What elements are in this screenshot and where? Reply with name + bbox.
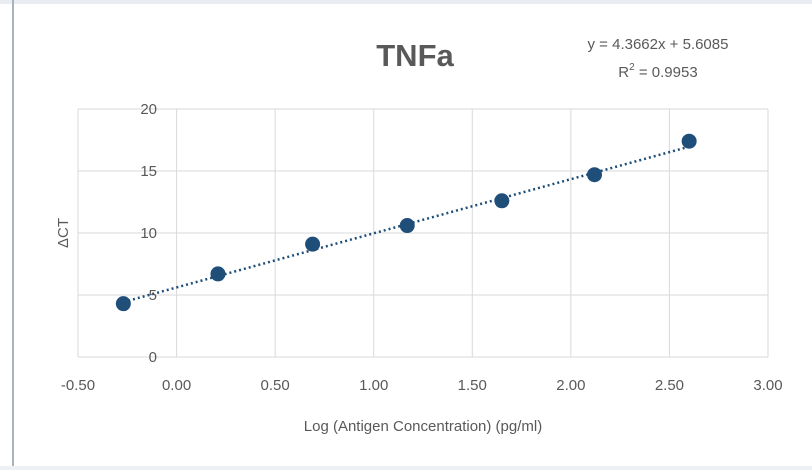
x-tick-label: 1.00 <box>359 377 388 394</box>
y-axis-label: ΔCT <box>55 218 72 248</box>
x-tick-label: -0.50 <box>61 377 95 394</box>
y-tick-label: 0 <box>149 349 157 366</box>
y-tick-label: 5 <box>149 287 157 304</box>
x-tick-labels: -0.50 0.00 0.50 1.00 1.50 2.00 2.50 3.00 <box>61 377 783 394</box>
y-tick-label: 15 <box>140 163 157 180</box>
frame-left-border <box>12 0 14 470</box>
x-tick-label: 1.50 <box>458 377 487 394</box>
data-point <box>587 167 603 183</box>
x-tick-label: 2.50 <box>655 377 684 394</box>
frame-top-border <box>0 0 812 4</box>
x-axis-label: Log (Antigen Concentration) (pg/ml) <box>304 418 542 435</box>
data-point <box>399 218 415 234</box>
y-tick-labels: 0 5 10 15 20 <box>140 101 157 366</box>
trendline-r-squared: R2 = 0.9953 <box>618 62 697 81</box>
y-tick-label: 20 <box>140 101 157 118</box>
frame-bottom-border <box>0 466 812 470</box>
r-squared-value: = 0.9953 <box>635 64 698 81</box>
data-point <box>210 266 226 282</box>
data-points <box>115 133 697 312</box>
r-squared-prefix: R <box>618 64 629 81</box>
x-tick-label: 2.00 <box>556 377 585 394</box>
x-tick-label: 0.50 <box>261 377 290 394</box>
data-point <box>681 133 697 149</box>
x-tick-label: 0.00 <box>162 377 191 394</box>
trendline-equation: y = 4.3662x + 5.6085 <box>588 36 729 53</box>
data-point <box>494 193 510 209</box>
chart-title: TNFa <box>376 38 454 73</box>
x-tick-label: 3.00 <box>753 377 782 394</box>
data-point <box>115 296 131 312</box>
data-point <box>305 236 321 252</box>
r-squared-superscript: 2 <box>629 62 635 73</box>
gridlines <box>77 108 769 358</box>
y-tick-label: 10 <box>140 225 157 242</box>
